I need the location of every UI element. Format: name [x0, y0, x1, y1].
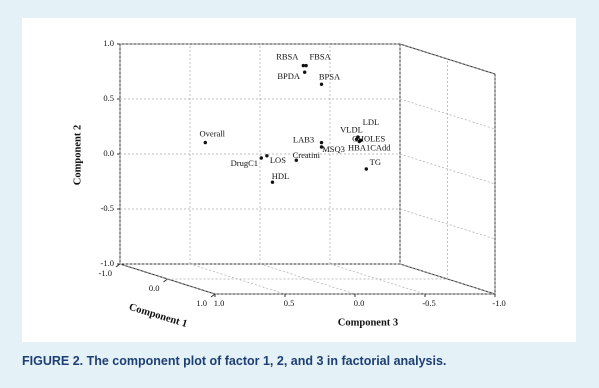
z-tick-label: -0.5 [422, 298, 435, 308]
point [303, 70, 307, 74]
point-label: MSQ3 [322, 144, 345, 154]
point [319, 140, 324, 145]
point-label: VLDL [340, 124, 363, 134]
y-tick-label: -1.0 [101, 258, 114, 268]
axis-title: Component 2 [72, 125, 83, 185]
point-label: LAB3 [293, 135, 314, 145]
point [203, 140, 207, 145]
figure-caption: FIGURE 2. The component plot of factor 1… [22, 354, 447, 368]
point [357, 139, 361, 144]
point [301, 63, 305, 68]
grid-line [399, 43, 496, 75]
point [356, 135, 360, 139]
z-tick-label: 1.0 [214, 298, 225, 308]
point-label: HBA1CAdd [348, 142, 391, 152]
x-tick-label: 1.0 [196, 298, 207, 308]
grid-line [329, 263, 426, 295]
point-label: BPSA [319, 71, 341, 81]
point [259, 156, 263, 160]
z-tick-label: 0.5 [284, 298, 295, 308]
x-tick-label: 0.0 [149, 283, 160, 293]
point [270, 180, 275, 184]
point [364, 167, 368, 171]
point-label: LDL [363, 117, 380, 127]
grid-line [259, 263, 356, 295]
point [304, 63, 308, 68]
grid-line [399, 208, 496, 240]
chart-panel [22, 18, 576, 342]
point [319, 145, 324, 149]
y-tick-label: 0.0 [103, 148, 114, 158]
point-label: RBSA [276, 52, 299, 62]
grid-line [189, 263, 286, 295]
x-tick-label: -1.0 [99, 268, 112, 278]
point-label: FBSA [309, 52, 331, 62]
x-tick [115, 263, 121, 268]
point-label: LOS [270, 155, 286, 165]
x-tick [163, 278, 168, 283]
axis-title: Component 1 [128, 302, 189, 330]
x-tick [210, 293, 216, 298]
point [319, 82, 324, 87]
y-tick-label: 0.5 [103, 93, 114, 103]
z-tick-label: -1.0 [492, 298, 505, 308]
point-label: Overall [200, 129, 226, 139]
z-tick-label: 0.0 [354, 298, 365, 308]
point-label: TG [370, 157, 381, 167]
point-label: HDL [272, 171, 289, 181]
point-label: BPDA [277, 71, 301, 81]
point-label: Creatini [293, 150, 321, 160]
point-label: CHOLES [352, 133, 385, 143]
grid-line [399, 263, 496, 295]
point-label: DrugC1 [231, 158, 258, 168]
grid-line [119, 263, 216, 295]
point [294, 158, 298, 162]
point [265, 154, 269, 158]
axis-title: Component 3 [338, 317, 398, 328]
y-tick-label: -0.5 [101, 203, 114, 213]
y-tick-label: 1.0 [103, 38, 114, 48]
